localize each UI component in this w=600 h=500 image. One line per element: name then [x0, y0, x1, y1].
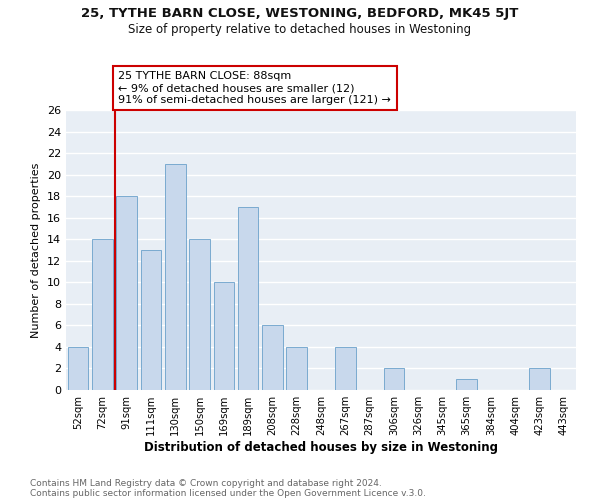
- X-axis label: Distribution of detached houses by size in Westoning: Distribution of detached houses by size …: [144, 441, 498, 454]
- Text: 25 TYTHE BARN CLOSE: 88sqm
← 9% of detached houses are smaller (12)
91% of semi-: 25 TYTHE BARN CLOSE: 88sqm ← 9% of detac…: [118, 72, 391, 104]
- Bar: [165, 164, 185, 390]
- Text: Size of property relative to detached houses in Westoning: Size of property relative to detached ho…: [128, 22, 472, 36]
- Bar: [140, 250, 161, 390]
- Bar: [214, 282, 234, 390]
- Bar: [529, 368, 550, 390]
- Bar: [116, 196, 137, 390]
- Bar: [262, 326, 283, 390]
- Bar: [238, 207, 259, 390]
- Text: 25, TYTHE BARN CLOSE, WESTONING, BEDFORD, MK45 5JT: 25, TYTHE BARN CLOSE, WESTONING, BEDFORD…: [82, 8, 518, 20]
- Bar: [68, 347, 88, 390]
- Bar: [189, 239, 210, 390]
- Y-axis label: Number of detached properties: Number of detached properties: [31, 162, 41, 338]
- Bar: [335, 347, 356, 390]
- Bar: [286, 347, 307, 390]
- Text: Contains HM Land Registry data © Crown copyright and database right 2024.: Contains HM Land Registry data © Crown c…: [30, 478, 382, 488]
- Bar: [92, 239, 113, 390]
- Text: Contains public sector information licensed under the Open Government Licence v.: Contains public sector information licen…: [30, 488, 426, 498]
- Bar: [457, 379, 477, 390]
- Bar: [383, 368, 404, 390]
